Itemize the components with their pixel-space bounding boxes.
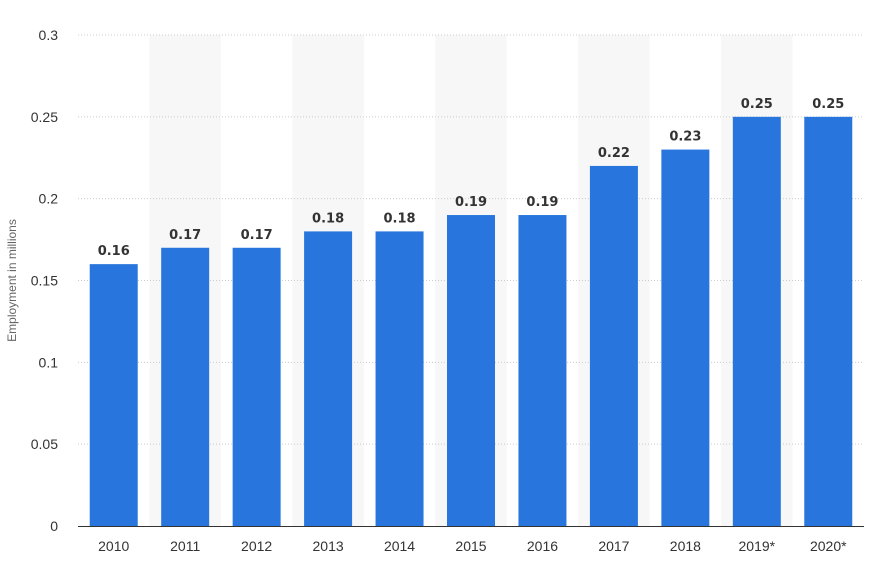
y-tick-label: 0.05 xyxy=(31,436,58,452)
bar-2017[interactable] xyxy=(589,165,638,526)
value-label: 0.25 xyxy=(741,97,773,112)
value-label: 0.18 xyxy=(384,211,416,226)
y-axis-ticks: 0 0.05 0.1 0.15 0.2 0.25 0.3 xyxy=(31,27,58,534)
bar-2010[interactable] xyxy=(89,264,138,526)
value-label: 0.23 xyxy=(669,130,701,145)
bar-2016[interactable] xyxy=(518,215,567,527)
bar-2014[interactable] xyxy=(375,231,424,526)
x-tick-label: 2014 xyxy=(384,538,415,554)
y-tick-label: 0.3 xyxy=(39,27,59,43)
value-labels: 0.16 0.17 0.17 0.18 0.18 0.19 0.19 0.22 0.23 0.25… xyxy=(98,97,845,259)
value-label: 0.17 xyxy=(241,228,273,243)
bar-2020[interactable] xyxy=(804,116,853,526)
bar-2013[interactable] xyxy=(304,231,353,526)
value-label: 0.17 xyxy=(169,228,201,243)
bar-2018[interactable] xyxy=(661,149,710,527)
x-tick-label: 2020* xyxy=(810,538,847,554)
bars xyxy=(89,116,853,527)
value-label: 0.18 xyxy=(312,211,344,226)
bar-2012[interactable] xyxy=(232,247,281,526)
y-tick-label: 0.15 xyxy=(31,273,58,289)
x-tick-label: 2015 xyxy=(455,538,486,554)
x-tick-label: 2013 xyxy=(313,538,344,554)
value-label: 0.16 xyxy=(98,244,130,259)
value-label: 0.19 xyxy=(526,195,558,210)
x-tick-label: 2011 xyxy=(170,538,200,554)
bar-2011[interactable] xyxy=(161,247,210,526)
bar-2019[interactable] xyxy=(732,116,781,526)
x-tick-label: 2010 xyxy=(98,538,129,554)
x-tick-label: 2018 xyxy=(670,538,701,554)
value-label: 0.19 xyxy=(455,195,487,210)
y-tick-label: 0 xyxy=(50,518,58,534)
y-tick-label: 0.2 xyxy=(39,191,59,207)
y-tick-label: 0.25 xyxy=(31,109,58,125)
value-label: 0.22 xyxy=(598,146,630,161)
bar-2015[interactable] xyxy=(447,215,495,527)
x-tick-label: 2019* xyxy=(739,538,776,554)
y-tick-label: 0.1 xyxy=(39,354,59,370)
x-axis-ticks: 2010 2011 2012 2013 2014 2015 2016 2017 2018 2019… xyxy=(98,538,847,554)
value-label: 0.25 xyxy=(812,97,844,112)
y-axis-title: Employment in millions xyxy=(5,219,19,342)
x-tick-label: 2016 xyxy=(527,538,558,554)
x-tick-label: 2012 xyxy=(241,538,272,554)
x-tick-label: 2017 xyxy=(598,538,629,554)
